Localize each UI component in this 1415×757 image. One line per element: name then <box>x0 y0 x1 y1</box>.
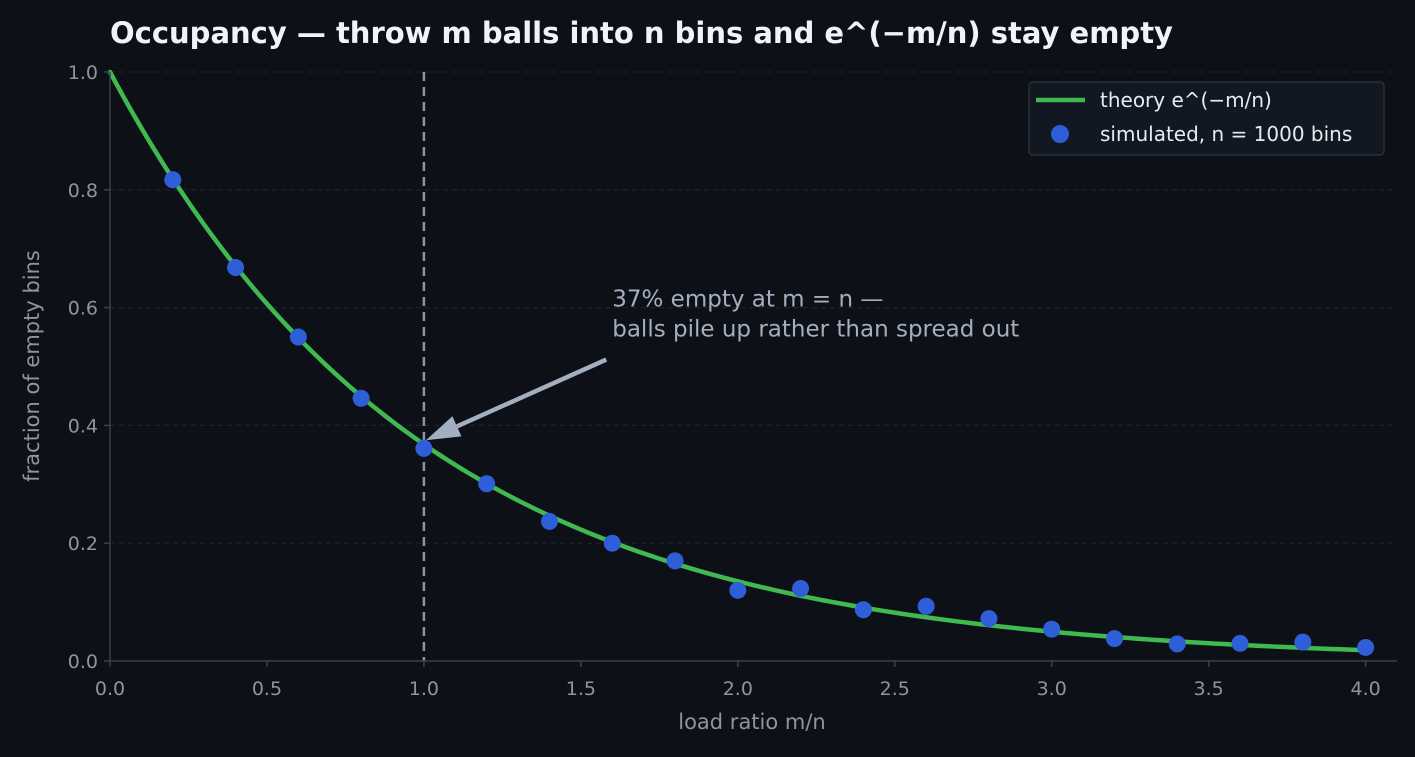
simulated-point <box>918 598 935 615</box>
simulated-point <box>415 440 432 457</box>
simulated-point <box>290 329 307 346</box>
y-tick-label: 0.6 <box>68 298 98 320</box>
x-tick-label: 1.5 <box>566 678 596 700</box>
simulated-point <box>729 582 746 599</box>
legend: theory e^(−m/n) simulated, n = 1000 bins <box>1029 82 1384 155</box>
x-tick-label: 3.0 <box>1037 678 1067 700</box>
simulated-point <box>604 535 621 552</box>
simulated-point <box>478 475 495 492</box>
x-tick-label: 2.0 <box>723 678 753 700</box>
annotation-text-line: balls pile up rather than spread out <box>612 317 1019 343</box>
simulated-point <box>1106 630 1123 647</box>
simulated-point <box>353 390 370 407</box>
simulated-point <box>541 513 558 530</box>
y-tick-label: 1.0 <box>68 62 98 84</box>
simulated-point <box>164 171 181 188</box>
legend-simulated-label: simulated, n = 1000 bins <box>1100 122 1352 146</box>
x-tick-label: 3.5 <box>1194 678 1224 700</box>
x-tick-label: 0.5 <box>252 678 282 700</box>
legend-simulated-swatch <box>1051 125 1069 143</box>
x-tick-label: 1.0 <box>409 678 439 700</box>
legend-theory-label: theory e^(−m/n) <box>1100 88 1272 112</box>
y-axis-label: fraction of empty bins <box>20 250 44 482</box>
simulated-point <box>1043 621 1060 638</box>
chart-title: Occupancy — throw m balls into n bins an… <box>110 16 1173 50</box>
simulated-point <box>667 552 684 569</box>
simulated-point <box>1357 639 1374 656</box>
y-tick-label: 0.0 <box>68 651 98 673</box>
y-tick-label: 0.8 <box>68 180 98 202</box>
simulated-point <box>980 610 997 627</box>
x-axis-label: load ratio m/n <box>678 710 826 734</box>
simulated-point <box>1232 635 1249 652</box>
simulated-point <box>1294 634 1311 651</box>
x-tick-label: 0.0 <box>95 678 125 700</box>
y-tick-label: 0.2 <box>68 533 98 555</box>
annotation-text-line: 37% empty at m = n — <box>612 287 883 313</box>
simulated-point <box>792 580 809 597</box>
y-tick-label: 0.4 <box>68 415 98 437</box>
simulated-point <box>1169 635 1186 652</box>
x-tick-label: 4.0 <box>1351 678 1381 700</box>
simulated-point <box>227 259 244 276</box>
simulated-point <box>855 601 872 618</box>
x-tick-label: 2.5 <box>880 678 910 700</box>
